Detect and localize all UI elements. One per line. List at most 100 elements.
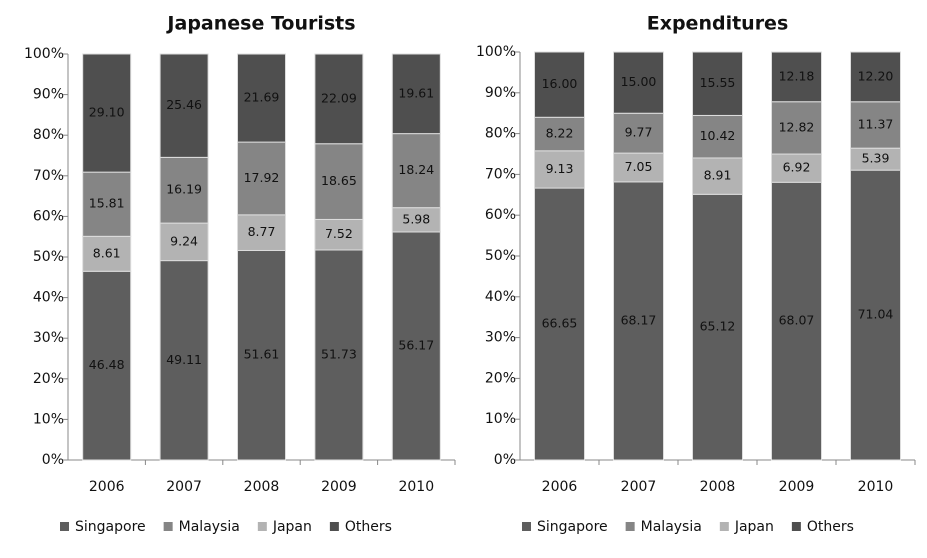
data-label: 9.77 bbox=[625, 125, 653, 140]
bar-segment bbox=[850, 51, 901, 103]
x-tick-label: 2009 bbox=[321, 479, 357, 495]
legend-label: Others bbox=[807, 519, 854, 535]
data-label: 66.65 bbox=[542, 316, 578, 331]
data-label: 5.39 bbox=[862, 151, 890, 166]
data-label: 21.69 bbox=[244, 90, 280, 105]
bar-segment bbox=[237, 141, 286, 216]
data-label: 17.92 bbox=[244, 170, 280, 185]
data-label: 29.10 bbox=[89, 105, 125, 120]
y-tick-label: 20% bbox=[485, 370, 516, 386]
x-tick-label: 2008 bbox=[244, 479, 280, 495]
x-tick-label: 2010 bbox=[398, 479, 434, 495]
bar-segment bbox=[82, 235, 132, 272]
y-tick-label: 40% bbox=[485, 289, 516, 305]
legend-label: Malaysia bbox=[641, 519, 702, 535]
bar-segment bbox=[159, 53, 209, 158]
bar-segment bbox=[237, 214, 286, 251]
bar-segment bbox=[771, 51, 822, 103]
bar-segment bbox=[159, 222, 209, 262]
legend-label: Malaysia bbox=[179, 519, 240, 535]
legend-label: Japan bbox=[272, 519, 312, 535]
legend-swatch bbox=[329, 522, 339, 531]
data-label: 15.00 bbox=[621, 74, 657, 89]
bar-segment bbox=[159, 260, 209, 461]
data-label: 65.12 bbox=[700, 319, 736, 334]
y-tick-label: 50% bbox=[485, 248, 516, 264]
bar-segment bbox=[314, 249, 364, 461]
bar-segment bbox=[237, 249, 286, 461]
x-tick-label: 2006 bbox=[89, 479, 125, 495]
data-label: 71.04 bbox=[858, 307, 894, 322]
bar-segment bbox=[391, 53, 441, 135]
data-label: 5.98 bbox=[402, 211, 430, 226]
bar-segment bbox=[237, 53, 286, 143]
legend-swatch bbox=[625, 522, 635, 531]
legend-label: Singapore bbox=[537, 519, 608, 535]
y-tick-label: 70% bbox=[33, 168, 64, 184]
y-tick-label: 20% bbox=[33, 371, 64, 387]
bar-segment bbox=[314, 143, 364, 220]
bar-segment bbox=[692, 193, 743, 461]
data-label: 51.61 bbox=[244, 347, 280, 362]
data-label: 56.17 bbox=[398, 337, 434, 352]
y-tick-label: 100% bbox=[24, 46, 64, 62]
chart-title: Expenditures bbox=[647, 13, 789, 35]
bar-segment bbox=[534, 116, 585, 152]
y-tick-label: 40% bbox=[33, 290, 64, 306]
data-label: 16.00 bbox=[542, 76, 578, 91]
legend-label: Others bbox=[345, 519, 392, 535]
bar-segment bbox=[692, 114, 743, 159]
bar-segment bbox=[692, 157, 743, 195]
data-label: 22.09 bbox=[321, 90, 357, 105]
bar-segment bbox=[771, 101, 822, 155]
y-tick-label: 60% bbox=[485, 207, 516, 223]
legend-swatch bbox=[257, 522, 267, 531]
legend-swatch bbox=[163, 522, 173, 531]
data-label: 8.22 bbox=[546, 126, 574, 141]
data-label: 11.37 bbox=[858, 116, 894, 131]
x-tick-label: 2007 bbox=[621, 479, 657, 495]
legend-label: Singapore bbox=[75, 519, 146, 535]
data-label: 68.17 bbox=[621, 312, 657, 327]
bar-segment bbox=[534, 150, 585, 189]
bar-segment bbox=[391, 231, 441, 461]
chart-title: Japanese Tourists bbox=[165, 13, 355, 35]
y-tick-label: 70% bbox=[485, 166, 516, 182]
data-label: 9.13 bbox=[546, 161, 574, 176]
bar-segment bbox=[771, 153, 822, 183]
x-tick-label: 2008 bbox=[700, 479, 736, 495]
y-tick-label: 80% bbox=[33, 127, 64, 143]
data-label: 8.91 bbox=[704, 168, 732, 183]
x-tick-label: 2010 bbox=[858, 479, 894, 495]
data-label: 12.82 bbox=[779, 119, 815, 134]
data-label: 46.48 bbox=[89, 357, 125, 372]
data-label: 49.11 bbox=[166, 352, 202, 367]
bar-segment bbox=[314, 53, 364, 145]
y-tick-label: 10% bbox=[33, 411, 64, 427]
y-tick-label: 30% bbox=[485, 330, 516, 346]
x-tick-label: 2007 bbox=[166, 479, 202, 495]
bar-segment bbox=[314, 218, 364, 251]
y-tick-label: 90% bbox=[485, 85, 516, 101]
bar-segment bbox=[613, 51, 664, 114]
data-label: 7.05 bbox=[625, 159, 653, 174]
data-label: 19.61 bbox=[398, 85, 434, 100]
y-tick-label: 50% bbox=[33, 249, 64, 265]
bar-segment bbox=[850, 101, 901, 149]
data-label: 18.65 bbox=[321, 173, 357, 188]
bar-segment bbox=[534, 51, 585, 118]
y-tick-label: 10% bbox=[485, 411, 516, 427]
y-tick-label: 90% bbox=[33, 87, 64, 103]
data-label: 8.61 bbox=[93, 245, 121, 260]
data-label: 15.55 bbox=[700, 75, 736, 90]
legend-label: Japan bbox=[734, 519, 774, 535]
bar-segment bbox=[391, 133, 441, 209]
data-label: 16.19 bbox=[166, 182, 202, 197]
data-label: 10.42 bbox=[700, 128, 736, 143]
bar-segment bbox=[82, 53, 132, 173]
bar-segment bbox=[692, 51, 743, 116]
data-label: 8.77 bbox=[248, 224, 276, 239]
bar-segment bbox=[82, 270, 132, 461]
data-label: 15.81 bbox=[89, 196, 125, 211]
